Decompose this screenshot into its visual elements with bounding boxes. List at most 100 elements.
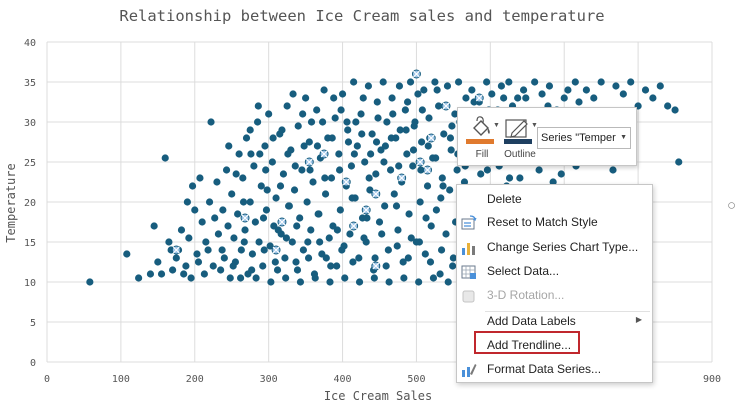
scatter-point[interactable] (395, 162, 403, 170)
scatter-point[interactable] (415, 278, 423, 286)
scatter-point[interactable] (421, 250, 429, 258)
scatter-point[interactable] (187, 274, 195, 282)
scatter-point[interactable] (359, 94, 367, 102)
scatter-point[interactable] (477, 170, 485, 178)
scatter-point[interactable] (641, 86, 650, 94)
selected-point[interactable] (423, 165, 433, 175)
selected-point[interactable] (361, 205, 371, 215)
scatter-point[interactable] (200, 270, 208, 278)
scatter-point[interactable] (442, 230, 450, 238)
scatter-point[interactable] (290, 186, 299, 194)
scatter-point[interactable] (505, 174, 514, 182)
scatter-point[interactable] (333, 262, 341, 270)
scatter-point[interactable] (609, 166, 617, 174)
scatter-point[interactable] (363, 214, 371, 222)
scatter-point[interactable] (281, 254, 289, 262)
scatter-point[interactable] (204, 246, 212, 254)
scatter-point[interactable] (337, 106, 345, 114)
scatter-point[interactable] (416, 198, 424, 206)
scatter-point[interactable] (193, 250, 201, 258)
scatter-point[interactable] (366, 186, 374, 194)
scatter-point[interactable] (146, 270, 155, 278)
scatter-point[interactable] (418, 106, 426, 114)
scatter-point[interactable] (325, 234, 333, 242)
scatter-point[interactable] (188, 182, 197, 190)
scatter-point[interactable] (327, 262, 335, 270)
scatter-point[interactable] (305, 138, 313, 146)
scatter-point[interactable] (409, 162, 417, 170)
selected-point[interactable] (240, 213, 250, 223)
scatter-point[interactable] (557, 170, 565, 178)
scatter-point[interactable] (497, 82, 506, 90)
scatter-point[interactable] (123, 250, 131, 258)
scatter-point[interactable] (395, 82, 404, 90)
scatter-point[interactable] (346, 230, 354, 238)
scatter-point[interactable] (336, 206, 344, 214)
selected-point[interactable] (426, 133, 436, 143)
scatter-point[interactable] (180, 270, 188, 278)
scatter-point[interactable] (394, 226, 402, 234)
scatter-point[interactable] (352, 118, 360, 126)
scatter-point[interactable] (254, 102, 262, 110)
scatter-point[interactable] (260, 246, 268, 254)
scatter-point[interactable] (531, 78, 539, 86)
selected-point[interactable] (397, 173, 407, 183)
scatter-point[interactable] (535, 166, 543, 174)
scatter-point[interactable] (403, 98, 412, 106)
scatter-point[interactable] (169, 266, 177, 274)
scatter-point[interactable] (271, 258, 279, 266)
scatter-point[interactable] (239, 198, 248, 206)
scatter-point[interactable] (560, 94, 568, 102)
scatter-point[interactable] (374, 114, 382, 122)
scatter-point[interactable] (302, 94, 310, 102)
scatter-point[interactable] (447, 146, 455, 154)
scatter-point[interactable] (427, 222, 435, 230)
scatter-point[interactable] (368, 130, 376, 138)
menu-item-add-trendline[interactable]: Add Trendline... (487, 338, 572, 352)
scatter-point[interactable] (274, 226, 282, 234)
scatter-point[interactable] (371, 254, 379, 262)
scatter-point[interactable] (191, 206, 199, 214)
scatter-point[interactable] (316, 238, 324, 246)
scatter-point[interactable] (196, 174, 204, 182)
scatter-point[interactable] (344, 126, 352, 134)
scatter-point[interactable] (432, 206, 440, 214)
scatter-point[interactable] (226, 274, 234, 282)
scatter-point[interactable] (311, 274, 319, 282)
selected-point[interactable] (319, 149, 329, 159)
scatter-point[interactable] (409, 146, 418, 154)
scatter-point[interactable] (417, 166, 425, 174)
scatter-point[interactable] (370, 274, 378, 282)
scatter-point[interactable] (468, 86, 476, 94)
scatter-point[interactable] (350, 150, 358, 158)
scatter-point[interactable] (389, 110, 397, 118)
scatter-point[interactable] (230, 234, 238, 242)
scatter-point[interactable] (241, 226, 249, 234)
scatter-point[interactable] (348, 194, 356, 202)
scatter-point[interactable] (405, 210, 413, 218)
scatter-point[interactable] (321, 174, 329, 182)
scatter-point[interactable] (307, 118, 316, 126)
scatter-point[interactable] (205, 198, 214, 206)
scatter-point[interactable] (327, 174, 336, 182)
scatter-point[interactable] (182, 262, 190, 270)
scatter-point[interactable] (247, 150, 255, 158)
scatter-point[interactable] (519, 86, 528, 94)
scatter-point[interactable] (319, 118, 327, 126)
scatter-point[interactable] (236, 274, 245, 282)
scatter-point[interactable] (358, 130, 366, 138)
scatter-point[interactable] (349, 258, 357, 266)
scatter-point[interactable] (675, 158, 683, 166)
scatter-point[interactable] (516, 174, 524, 182)
scatter-point[interactable] (177, 226, 186, 234)
selected-point[interactable] (441, 101, 451, 111)
scatter-point[interactable] (396, 126, 404, 134)
scatter-point[interactable] (250, 162, 258, 170)
scatter-point[interactable] (383, 118, 391, 126)
scatter-point[interactable] (306, 166, 314, 174)
scatter-point[interactable] (393, 242, 401, 250)
scatter-point[interactable] (437, 246, 446, 254)
scatter-point[interactable] (293, 222, 301, 230)
selected-point[interactable] (277, 217, 287, 227)
scatter-point[interactable] (257, 182, 265, 190)
